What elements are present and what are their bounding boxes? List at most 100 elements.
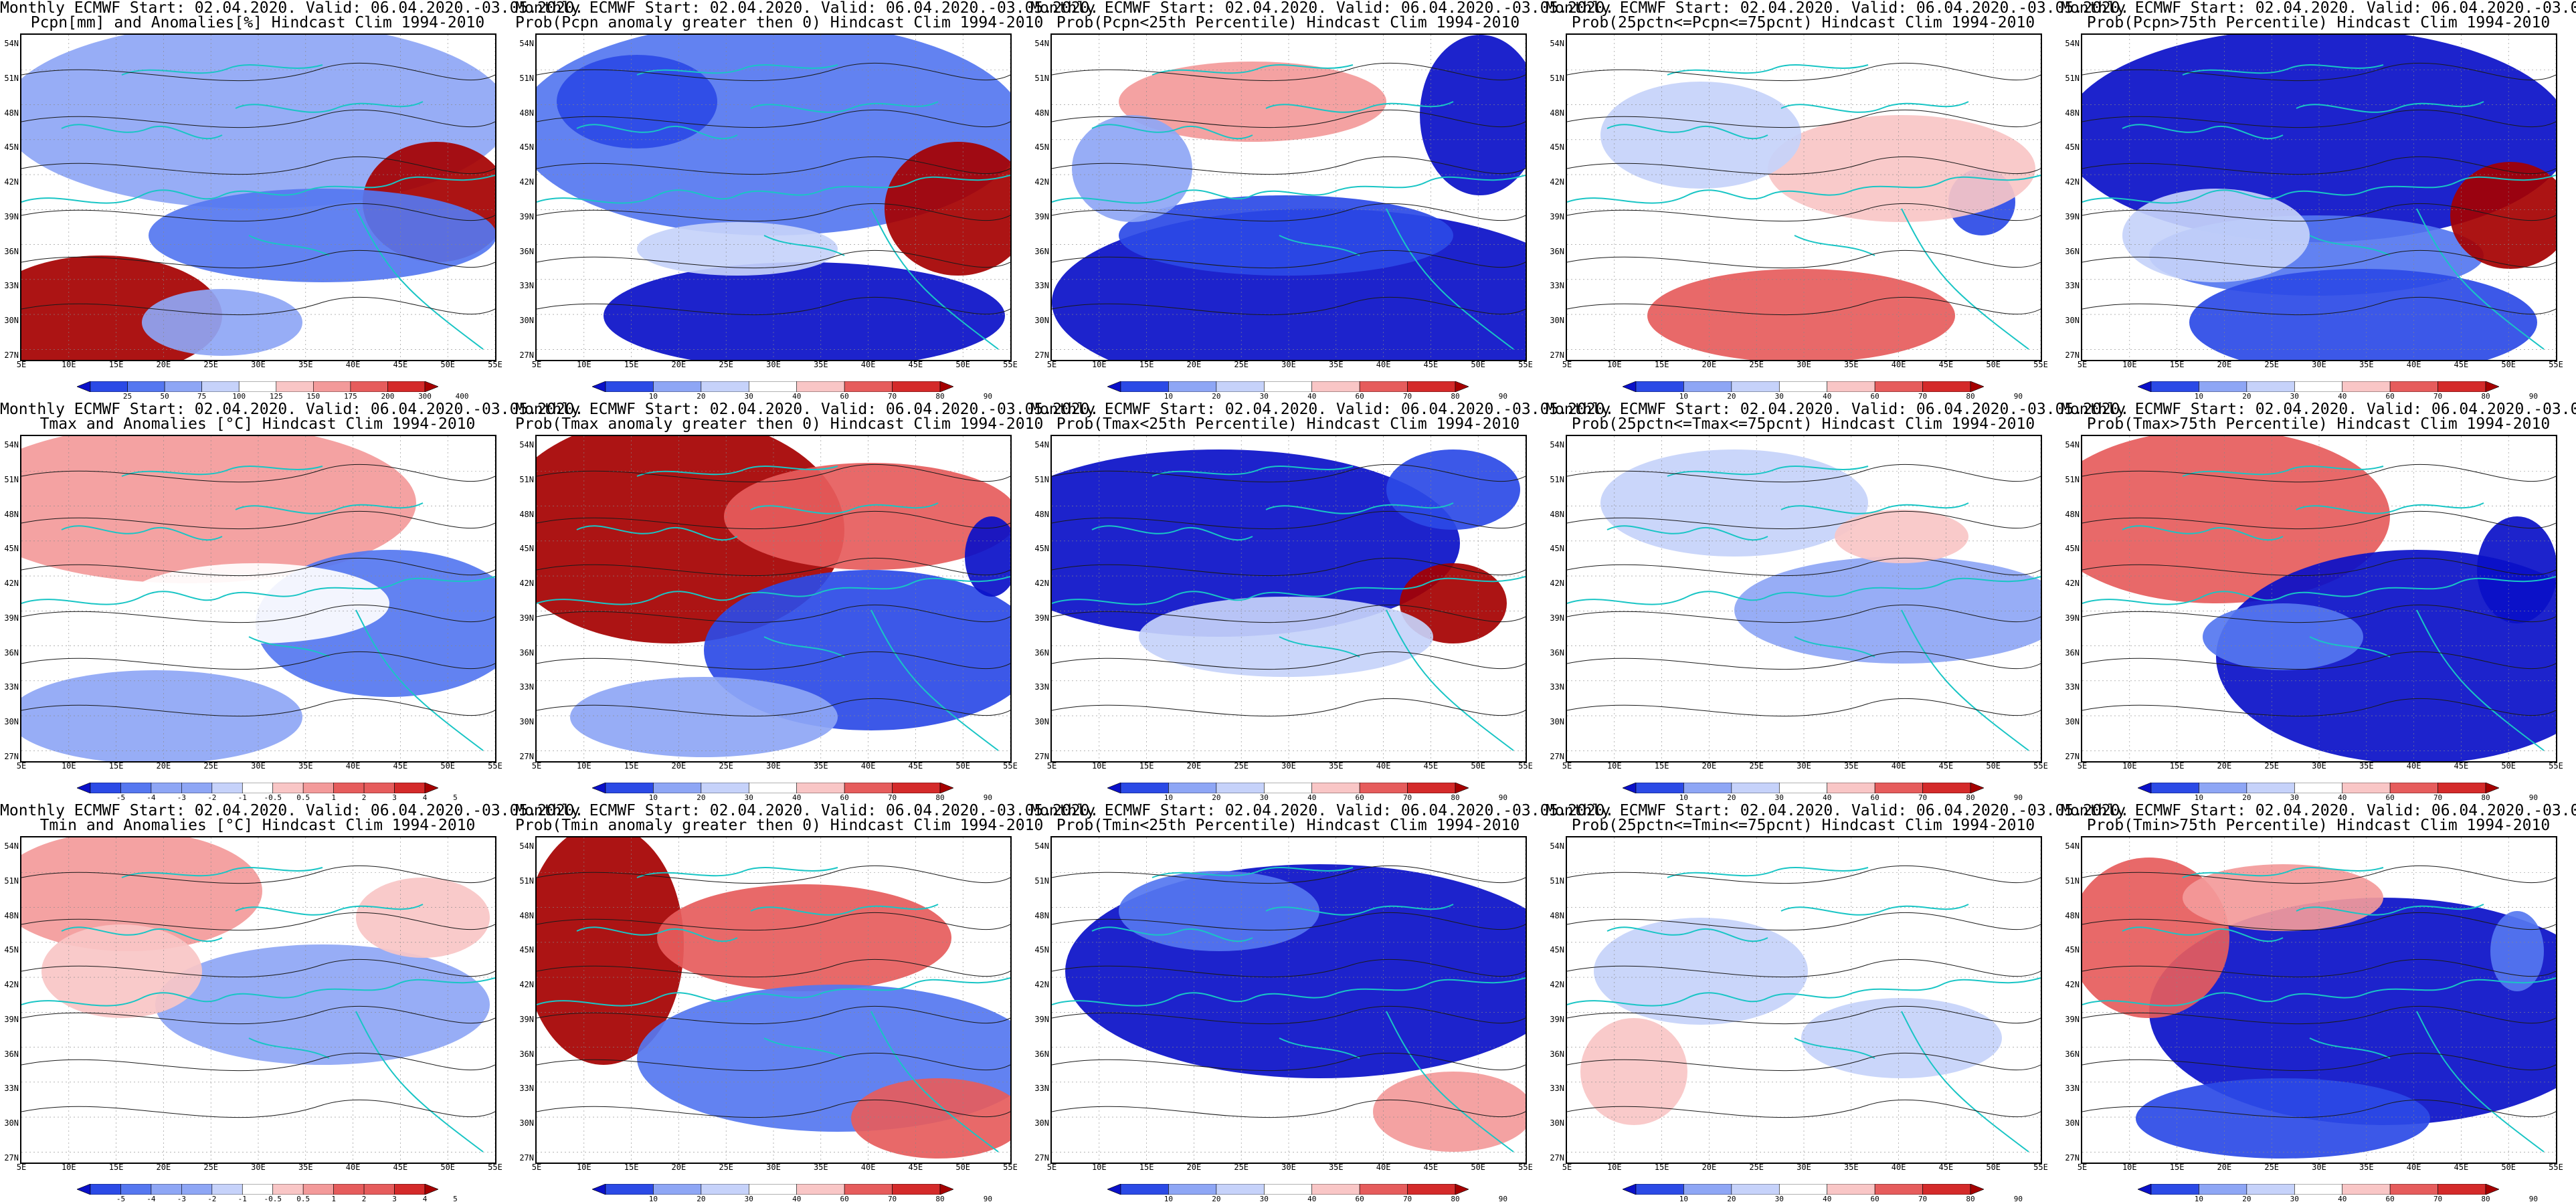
latitude-label: 42N [519,177,534,187]
latitude-label: 39N [1034,211,1049,221]
colorbar-segment [2294,783,2343,793]
colorbar-segment [1683,381,1732,392]
coastline [1279,1037,1360,1059]
anomaly-field [356,878,490,958]
longitude-label: 10E [2122,360,2137,369]
contour-line [1567,156,2041,175]
coastline [763,235,845,256]
latitude-label: 39N [4,211,19,221]
latitude-label: 48N [4,509,19,519]
contour-line [2082,651,2556,670]
colorbar-segment [1407,381,1456,392]
coastline [2416,609,2545,751]
coastline [235,904,424,916]
contour-line [537,156,1010,175]
contour-line [1052,510,1526,530]
colorbar-label: 90 [1498,1195,1508,1203]
colorbar-segment [2437,381,2486,392]
colorbar-segment [90,1184,121,1195]
longitude-label: 10E [1606,360,1622,369]
coastline [235,101,424,113]
colorbar-segment [302,783,334,793]
longitude-label: 50E [1986,360,2001,369]
contour-line [1052,296,1526,316]
latitude-label: 54N [1034,39,1049,48]
latitude-label: 42N [519,579,534,589]
contour-line [1052,249,1526,269]
colorbar-label: 30 [2290,1195,2299,1203]
longitude-label: 45E [1423,761,1439,771]
panel-title-line2: Prob(Pcpn anomaly greater then 0) Hindca… [515,14,1044,31]
latitude-label: 45N [2065,945,2080,955]
panel-title-line1: Monthly ECMWF Start: 02.04.2020. Valid: … [2061,802,2576,819]
coastline [61,926,223,942]
colorbar-segment [1216,783,1265,793]
latitude-label: 51N [1550,73,1564,83]
colorbar-segment [1107,1184,1121,1195]
coastline [248,1037,330,1059]
colorbar-segment [1623,783,1637,793]
longitude-label: 15E [624,360,639,369]
anomaly-field [1139,597,1433,677]
latitude-label: 27N [2065,752,2080,761]
colorbar-segment [1623,1184,1637,1195]
longitude-label: 5E [16,761,27,771]
contour-line [21,249,495,269]
contour-line [1567,959,2041,978]
latitude-label: 42N [4,177,19,187]
colorbar-segment [1407,783,1456,793]
colorbar-label: 70 [1402,793,1412,802]
colorbar-label: 20 [697,392,706,401]
latitude-label: 48N [1034,910,1049,920]
colorbar-label: 60 [2385,793,2395,802]
longitude-label: 40E [1891,360,1906,369]
colorbar-label: 30 [2290,392,2299,401]
colorbar-segment [1107,381,1121,392]
coastline [355,1011,484,1152]
coastline [537,175,1010,204]
longitude-label: 15E [2169,761,2185,771]
contour-line [1052,464,1526,483]
coastline [355,208,484,350]
latitude-label: 30N [2065,1118,2080,1128]
longitude-label: 15E [1654,761,1669,771]
colorbar-label: 40 [792,1195,802,1203]
longitude-label: 55E [1003,360,1018,369]
colorbar-segment [1311,783,1360,793]
longitude-label: 45E [908,1163,923,1172]
contour-line [21,510,495,530]
colorbar-segment [1778,783,1828,793]
colorbar-label: 3 [392,1195,397,1203]
colorbar-segment [844,1184,893,1195]
latitude-label: 33N [1550,1084,1564,1094]
colorbar-segment [939,783,953,793]
colorbar-label: 70 [887,793,897,802]
colorbar-segment [1731,783,1780,793]
colorbar [592,1184,953,1195]
colorbar-segment [605,1184,654,1195]
coastline [1606,525,1768,541]
latitude-label: 39N [1550,211,1564,221]
latitude-label: 51N [519,474,534,484]
coastline [537,576,1010,605]
latitude-label: 54N [1550,841,1564,851]
colorbar-label: 30 [1774,1195,1784,1203]
contour-line [1567,912,2041,931]
longitude-label: 30E [251,761,266,771]
colorbar-label: 80 [2481,1195,2490,1203]
colorbar-segment [1922,381,1971,392]
coastline [121,466,323,477]
forecast-map [1566,435,2042,763]
colorbar-segment [844,381,893,392]
longitude-label: 45E [2454,1163,2469,1172]
coastline [1567,175,2041,204]
coastline [1567,576,2041,605]
longitude-label: 55E [2549,360,2563,369]
longitude-label: 10E [576,360,591,369]
longitude-label: 20E [1186,761,1202,771]
colorbar-segment [2437,1184,2486,1195]
colorbar-segment [1407,1184,1456,1195]
colorbar-label: 2 [361,1195,367,1203]
latitude-label: 42N [1034,177,1049,187]
longitude-label: 15E [2169,1163,2185,1172]
